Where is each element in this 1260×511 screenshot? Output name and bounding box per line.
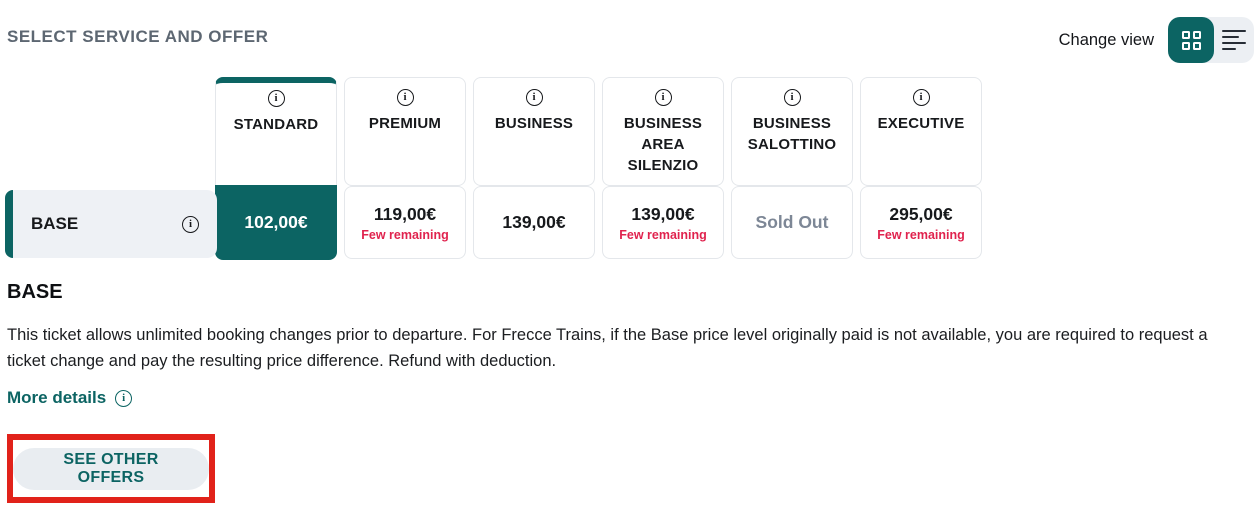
info-icon[interactable] (267, 90, 285, 107)
service-column-executive[interactable]: EXECUTIVE (860, 77, 982, 186)
service-name: BUSINESS AREA SILENZIO (623, 115, 703, 174)
see-other-offers-button[interactable]: SEE OTHER OFFERS (13, 447, 209, 490)
info-icon[interactable] (396, 89, 414, 106)
service-column-business-area-silenzio[interactable]: BUSINESS AREA SILENZIO (602, 77, 724, 186)
change-view-label: Change view (1058, 30, 1154, 49)
info-icon[interactable] (912, 89, 930, 106)
list-view-icon (1222, 29, 1246, 51)
price-value: 139,00€ (631, 203, 695, 224)
price-cell-business[interactable]: 139,00€ (473, 186, 595, 259)
annotation-highlight-box: SEE OTHER OFFERS (7, 434, 215, 503)
view-switch: Change view (1059, 17, 1254, 63)
grid-view-button[interactable] (1168, 17, 1214, 63)
info-icon[interactable] (115, 389, 133, 407)
price-cell-executive[interactable]: 295,00€ Few remaining (860, 186, 982, 259)
price-cell-standard[interactable]: 102,00€ (215, 185, 337, 260)
service-name: STANDARD (233, 116, 319, 133)
service-name: PREMIUM (368, 115, 442, 132)
grid-view-icon (1181, 30, 1201, 50)
price-value: 119,00€ (373, 203, 437, 224)
price-cell-business-area-silenzio[interactable]: 139,00€ Few remaining (602, 186, 724, 259)
service-name: BUSINESS SALOTTINO (747, 115, 837, 153)
offer-row-accent-bar (5, 190, 13, 258)
price-value: 295,00€ (889, 203, 953, 224)
offer-row-base[interactable]: BASE (5, 190, 217, 258)
service-name: EXECUTIVE (877, 115, 965, 132)
availability-note: Few remaining (619, 227, 707, 242)
service-column-premium[interactable]: PREMIUM (344, 77, 466, 186)
service-name: BUSINESS (494, 115, 574, 132)
more-details-link[interactable]: More details (7, 388, 133, 408)
info-icon[interactable] (783, 89, 801, 106)
service-column-business[interactable]: BUSINESS (473, 77, 595, 186)
info-icon[interactable] (182, 215, 199, 233)
availability-note: Few remaining (361, 227, 449, 242)
service-column-business-salottino[interactable]: BUSINESS SALOTTINO (731, 77, 853, 186)
view-toggle (1168, 17, 1254, 63)
list-view-button[interactable] (1214, 17, 1254, 63)
info-icon[interactable] (654, 89, 672, 106)
offer-row-label: BASE (31, 214, 79, 233)
price-value: 139,00€ (502, 212, 566, 232)
offer-description: This ticket allows unlimited booking cha… (7, 326, 1208, 370)
service-column-standard[interactable]: STANDARD (215, 77, 337, 186)
info-icon[interactable] (525, 89, 543, 106)
page-title: SELECT SERVICE AND OFFER (7, 27, 269, 46)
price-cell-premium[interactable]: 119,00€ Few remaining (344, 186, 466, 259)
availability-note: Few remaining (877, 227, 965, 242)
price-value: 102,00€ (244, 212, 308, 232)
sold-out-label: Sold Out (755, 212, 829, 232)
more-details-label: More details (7, 388, 107, 407)
price-cell-business-salottino: Sold Out (731, 186, 853, 259)
offer-details-heading: BASE (7, 281, 63, 303)
